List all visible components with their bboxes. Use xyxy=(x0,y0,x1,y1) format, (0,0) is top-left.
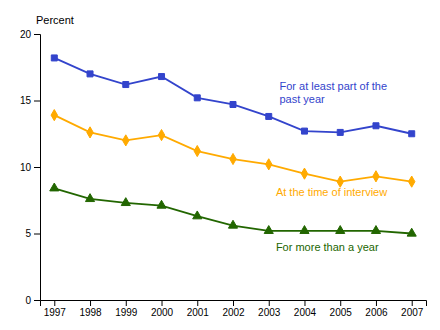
series-point xyxy=(87,127,93,138)
series-point xyxy=(300,226,309,234)
x-tick-label: 2007 xyxy=(401,307,424,318)
x-tick-mark xyxy=(233,300,234,306)
x-tick-mark xyxy=(412,300,413,306)
series-point xyxy=(50,183,59,191)
y-tick-label: 15 xyxy=(20,95,32,106)
x-tick-mark xyxy=(269,300,270,306)
series-point xyxy=(157,200,166,208)
series-point xyxy=(301,168,307,179)
annotation: past year xyxy=(279,93,325,105)
series-point xyxy=(266,113,272,119)
annotation: For at least part of the xyxy=(279,80,387,92)
x-tick: 2000 xyxy=(151,300,174,318)
x-tick: 2003 xyxy=(258,300,281,318)
series-point xyxy=(158,129,164,140)
series-point xyxy=(123,82,129,88)
y-tick-label: 20 xyxy=(20,29,32,40)
series-point xyxy=(51,110,57,121)
x-tick-mark xyxy=(126,300,127,306)
y-tick-label: 0 xyxy=(25,295,31,306)
series-point xyxy=(194,95,200,101)
x-tick-mark xyxy=(304,300,305,306)
x-tick: 2006 xyxy=(365,300,388,318)
series-point xyxy=(87,71,93,77)
y-tick-mark xyxy=(34,300,40,301)
series-point xyxy=(264,226,273,234)
x-tick-label: 2001 xyxy=(187,307,210,318)
y-tick-mark xyxy=(34,34,40,35)
x-tick-mark xyxy=(90,300,91,306)
series-point xyxy=(159,74,165,80)
y-tick-mark xyxy=(34,101,40,102)
x-tick: 1999 xyxy=(115,300,138,318)
x-tick: 2007 xyxy=(401,300,424,318)
series-point xyxy=(230,101,236,107)
x-tick: 2002 xyxy=(222,300,245,318)
series-point xyxy=(123,135,129,146)
x-tick-mark xyxy=(376,300,377,306)
x-tick-mark xyxy=(54,300,55,306)
plot: 1997199819992000200120022003200420052006… xyxy=(20,29,427,318)
series-point xyxy=(409,131,415,137)
series-point xyxy=(336,226,345,234)
y-tick-label: 5 xyxy=(25,228,31,239)
x-tick: 1997 xyxy=(44,300,67,318)
y-tick: 5 xyxy=(25,228,40,239)
y-tick-label: 10 xyxy=(20,162,32,173)
y-tick: 0 xyxy=(25,295,40,306)
series-point xyxy=(121,198,130,206)
x-tick-label: 2006 xyxy=(365,307,388,318)
series-line xyxy=(54,58,411,134)
series-point xyxy=(230,153,236,164)
series-point xyxy=(301,128,307,134)
y-axis: 0 5 10 15 20 xyxy=(20,29,41,306)
y-tick-mark xyxy=(34,234,40,235)
x-tick-mark xyxy=(197,300,198,306)
series-point xyxy=(407,228,416,236)
series-line xyxy=(54,115,411,182)
x-tick-mark xyxy=(340,300,341,306)
chart: 1997199819992000200120022003200420052006… xyxy=(0,0,440,330)
annotation: For more than a year xyxy=(276,241,379,253)
series-point xyxy=(408,176,414,187)
x-tick-label: 2004 xyxy=(294,307,317,318)
series-point xyxy=(51,55,57,61)
series-point xyxy=(85,194,94,202)
annotations: For at least part of thepast year At the … xyxy=(276,80,387,253)
x-tick-label: 2005 xyxy=(330,307,353,318)
series-point xyxy=(194,145,200,156)
x-tick-label: 1999 xyxy=(115,307,138,318)
marks xyxy=(50,55,417,236)
x-tick: 2004 xyxy=(294,300,317,318)
x-tick-label: 2000 xyxy=(151,307,174,318)
y-tick: 20 xyxy=(20,29,40,40)
y-tick: 15 xyxy=(20,95,40,106)
x-tick-label: 1998 xyxy=(79,307,102,318)
series-point xyxy=(228,220,237,228)
y-tick: 10 xyxy=(20,162,40,173)
y-tick-mark xyxy=(34,167,40,168)
x-tick-mark xyxy=(162,300,163,306)
x-tick: 2005 xyxy=(330,300,353,318)
x-tick: 2001 xyxy=(187,300,210,318)
series-point xyxy=(193,211,202,219)
series-point xyxy=(373,171,379,182)
x-tick: 1998 xyxy=(79,300,102,318)
annotation: At the time of interview xyxy=(276,186,387,198)
series-point xyxy=(266,159,272,170)
x-axis-line xyxy=(41,301,427,307)
x-axis: 1997 1998 1999 2000 2001 2002 2003 2004 2005 2006… xyxy=(41,300,427,318)
x-tick-label: 1997 xyxy=(44,307,67,318)
y-label: Percent xyxy=(36,14,74,26)
series-point xyxy=(337,129,343,135)
x-tick-label: 2002 xyxy=(222,307,245,318)
series-point xyxy=(371,226,380,234)
x-tick-label: 2003 xyxy=(258,307,281,318)
series-point xyxy=(373,123,379,129)
y-axis-line xyxy=(34,35,41,301)
